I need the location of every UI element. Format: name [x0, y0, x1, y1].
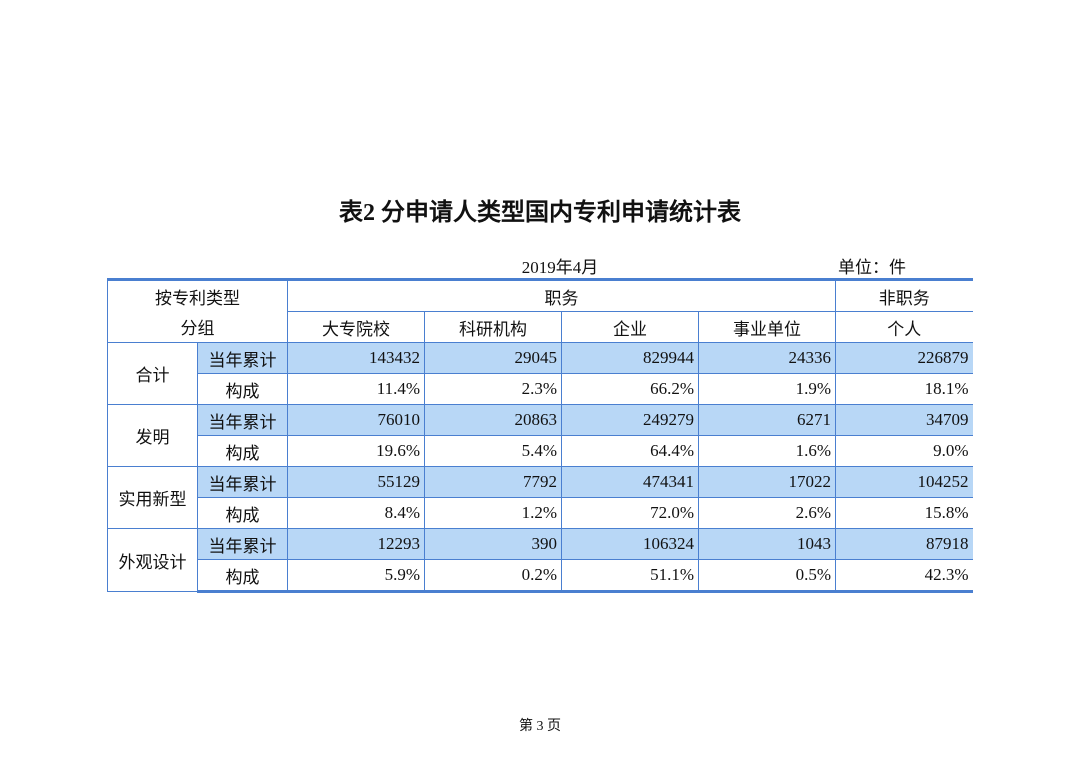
row-label: 当年累计 — [197, 342, 288, 374]
value-cell: 20863 — [424, 404, 562, 436]
header-row: 分组 大专院校 科研机构 企业 事业单位 个人 — [107, 311, 973, 343]
column-header: 个人 — [835, 311, 973, 343]
data-row: 实用新型 当年累计 55129 7792 474341 17022 104252 — [107, 466, 973, 529]
value-cell: 42.3% — [835, 559, 973, 593]
row-label: 当年累计 — [197, 528, 288, 560]
group-name: 外观设计 — [107, 528, 198, 592]
value-cell: 7792 — [424, 466, 562, 498]
value-cell: 24336 — [698, 342, 836, 374]
value-cell: 17022 — [698, 466, 836, 498]
unit: 单位：件 — [838, 258, 906, 277]
value-cell: 5.4% — [424, 435, 562, 467]
value-cell: 12293 — [287, 528, 425, 560]
value-cell: 0.5% — [698, 559, 836, 593]
data-row: 构成 5.9% 0.2% 51.1% 0.5% 42.3% — [108, 559, 973, 593]
value-cell: 390 — [424, 528, 562, 560]
value-cell: 106324 — [561, 528, 699, 560]
column-header: 事业单位 — [698, 311, 836, 343]
value-cell: 66.2% — [561, 373, 699, 405]
value-cell: 6271 — [698, 404, 836, 436]
group-name: 合计 — [107, 342, 198, 405]
value-cell: 72.0% — [561, 497, 699, 529]
data-row: 构成 8.4% 1.2% 72.0% 2.6% 15.8% — [108, 497, 973, 529]
value-cell: 9.0% — [835, 435, 973, 467]
row-label: 当年累计 — [197, 466, 288, 498]
table-title: 表2 分申请人类型国内专利申请统计表 — [339, 200, 741, 226]
value-cell: 1043 — [698, 528, 836, 560]
value-cell: 2.6% — [698, 497, 836, 529]
group-name: 发明 — [107, 404, 198, 467]
column-header: 大专院校 — [287, 311, 425, 343]
header-row: 按专利类型 职务 非职务 — [107, 278, 973, 312]
value-cell: 18.1% — [835, 373, 973, 405]
value-cell: 15.8% — [835, 497, 973, 529]
value-cell: 87918 — [835, 528, 973, 560]
group-header: 分组 — [107, 311, 288, 343]
row-label: 当年累计 — [197, 404, 288, 436]
value-cell: 55129 — [287, 466, 425, 498]
page-number: 第 3 页 — [519, 719, 561, 734]
value-cell: 143432 — [287, 342, 425, 374]
column-header: 企业 — [561, 311, 699, 343]
value-cell: 104252 — [835, 466, 973, 498]
date: 2019年4月 — [521, 258, 599, 277]
value-cell: 76010 — [287, 404, 425, 436]
value-cell: 51.1% — [561, 559, 699, 593]
value-cell: 1.9% — [698, 373, 836, 405]
data-row: 外观设计 当年累计 12293 390 106324 1043 87918 — [107, 528, 973, 592]
value-cell: 474341 — [561, 466, 699, 498]
row-label: 构成 — [197, 497, 288, 529]
value-cell: 2.3% — [424, 373, 562, 405]
statistics-table: 按专利类型 职务 非职务 分组 大专院校 科研机构 企业 事业单位 个人 合计 当年累计 143432… — [107, 278, 973, 593]
row-label: 构成 — [197, 435, 288, 467]
data-row: 合计 当年累计 143432 29045 829944 24336 226879 — [107, 342, 973, 405]
value-cell: 11.4% — [287, 373, 425, 405]
value-cell: 1.6% — [698, 435, 836, 467]
value-cell: 1.2% — [424, 497, 562, 529]
value-cell: 8.4% — [287, 497, 425, 529]
group-header: 按专利类型 — [107, 278, 288, 312]
value-cell: 829944 — [561, 342, 699, 374]
group-name: 实用新型 — [107, 466, 198, 529]
value-cell: 19.6% — [287, 435, 425, 467]
value-cell: 64.4% — [561, 435, 699, 467]
value-cell: 34709 — [835, 404, 973, 436]
value-cell: 0.2% — [424, 559, 562, 593]
row-label: 构成 — [197, 373, 288, 405]
non-service-header: 非职务 — [835, 278, 973, 312]
row-label: 构成 — [197, 559, 288, 593]
data-row: 发明 当年累计 76010 20863 249279 6271 34709 — [107, 404, 973, 467]
value-cell: 249279 — [561, 404, 699, 436]
service-header: 职务 — [287, 278, 836, 312]
data-row: 构成 19.6% 5.4% 64.4% 1.6% 9.0% — [108, 435, 973, 467]
value-cell: 226879 — [835, 342, 973, 374]
value-cell: 5.9% — [287, 559, 425, 593]
column-header: 科研机构 — [424, 311, 562, 343]
value-cell: 29045 — [424, 342, 562, 374]
data-row: 构成 11.4% 2.3% 66.2% 1.9% 18.1% — [108, 373, 973, 405]
